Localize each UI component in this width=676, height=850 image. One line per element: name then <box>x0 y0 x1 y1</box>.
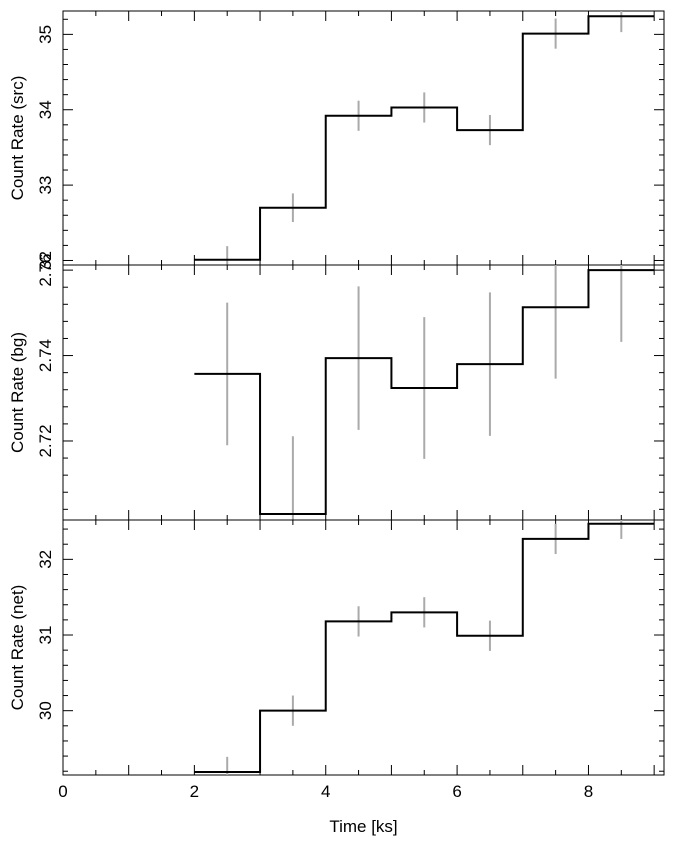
panel-3: 30 31 32 Count Rate (net) <box>8 519 665 776</box>
y-tick-label: 2.72 <box>36 424 55 457</box>
x-tick-label: 8 <box>584 782 593 801</box>
y-tick-label: 2.74 <box>36 339 55 372</box>
y-tick-label: 33 <box>36 176 55 195</box>
x-tick-label: 2 <box>190 782 199 801</box>
y-tick-label: 32 <box>36 251 55 270</box>
panel-frame <box>62 264 665 521</box>
x-tick-label: 4 <box>321 782 330 801</box>
x-tick-label: 0 <box>58 782 67 801</box>
y-tick-label: 31 <box>36 626 55 645</box>
panel-data <box>194 265 655 520</box>
panel-data <box>194 520 655 775</box>
y-tick-label: 2.76 <box>36 254 55 287</box>
y-axis-label: Count Rate (net) <box>8 585 27 711</box>
x-axis-label: Time [ks] <box>329 817 397 836</box>
panel-1: 32 33 34 35 Count Rate (src) <box>8 10 665 270</box>
y-tick-label: 30 <box>36 701 55 720</box>
y-tick-label: 35 <box>36 25 55 44</box>
panel-2: 2.72 2.74 2.76 Count Rate (bg) <box>8 254 665 521</box>
step-line <box>194 269 655 516</box>
step-line <box>194 522 655 773</box>
y-tick-label: 32 <box>36 550 55 569</box>
step-line <box>194 15 655 261</box>
y-axis-label: Count Rate (bg) <box>8 332 27 453</box>
y-tick-label: 34 <box>36 100 55 119</box>
panel-frame <box>62 10 665 266</box>
y-axis-label: Count Rate (src) <box>8 76 27 201</box>
panel-frame <box>62 519 665 776</box>
x-tick-label: 6 <box>452 782 461 801</box>
panel-data <box>194 11 655 265</box>
